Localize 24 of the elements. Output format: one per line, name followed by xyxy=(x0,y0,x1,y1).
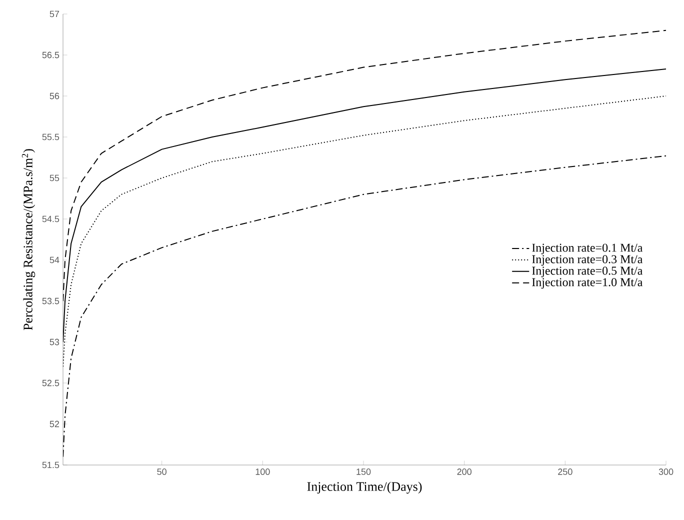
y-tick-label: 52 xyxy=(50,420,60,428)
x-tick-label: 250 xyxy=(558,468,572,475)
y-tick-label: 51.5 xyxy=(42,462,60,468)
y-tick-label: 54.5 xyxy=(42,216,60,222)
x-tick-label: 100 xyxy=(256,468,270,475)
y-tick-label: 55 xyxy=(50,174,60,182)
y-axis-title: Percolating Resistance/(MPa.s/m$^{2}$) xyxy=(22,149,36,330)
x-tick-label: 150 xyxy=(356,468,371,475)
x-tick-label: 50 xyxy=(157,468,166,475)
x-tick-label: 200 xyxy=(457,468,472,475)
legend-label: Injection rate=1.0 Mt/a xyxy=(532,278,643,289)
y-tick-label: 57 xyxy=(50,10,60,18)
y-tick-label: 54 xyxy=(50,256,60,264)
x-tick-label: 300 xyxy=(658,468,674,475)
y-tick-label: 52.5 xyxy=(42,380,60,386)
legend-label: Injection rate=0.5 Mt/a xyxy=(532,266,643,278)
x-axis-title: Injection Time/(Days) xyxy=(307,482,422,494)
y-tick-label: 53 xyxy=(50,338,60,346)
y-tick-label: 56 xyxy=(50,92,60,100)
legend-label: Injection rate=0.1 Mt/a xyxy=(532,244,643,254)
y-tick-label: 53.5 xyxy=(42,298,60,304)
legend-label: Injection rate=0.3 Mt/a xyxy=(532,255,643,266)
y-tick-label: 56.5 xyxy=(42,52,60,58)
y-tick-label: 55.5 xyxy=(42,134,60,140)
